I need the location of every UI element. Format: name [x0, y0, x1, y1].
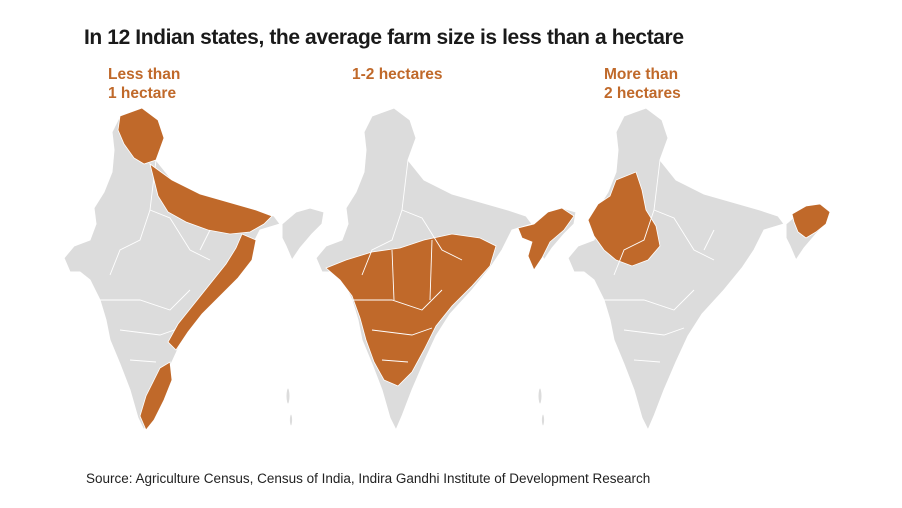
india-map-1-2-hectares: [315, 107, 577, 432]
highlight-regions: [587, 171, 831, 267]
india-outline: [63, 107, 325, 432]
state-borders: [352, 159, 463, 363]
panel-label-less-than-1-hectare: Less than 1 hectare: [108, 65, 180, 103]
state-borders: [604, 159, 715, 363]
panel-label-line: Less than: [108, 66, 181, 83]
highlight-regions: [325, 207, 575, 387]
state-borders: [100, 159, 211, 363]
panel-label-line: 2 hectares: [604, 85, 681, 102]
india-map-more-than-2-hectares: [567, 107, 831, 432]
panel-label-more-than-2-hectares: More than 2 hectares: [604, 65, 681, 103]
source-note: Source: Agriculture Census, Census of In…: [86, 471, 651, 486]
highlight-regions: [117, 107, 273, 431]
india-outline: [567, 107, 829, 432]
india-map-less-than-1-hectare: [63, 107, 325, 432]
panel-label-line: 1-2 hectares: [352, 66, 443, 83]
panel-label-1-2-hectares: 1-2 hectares: [352, 65, 442, 84]
panel-label-line: More than: [604, 66, 679, 83]
chart-title: In 12 Indian states, the average farm si…: [84, 26, 684, 49]
panel-label-line: 1 hectare: [108, 85, 177, 102]
